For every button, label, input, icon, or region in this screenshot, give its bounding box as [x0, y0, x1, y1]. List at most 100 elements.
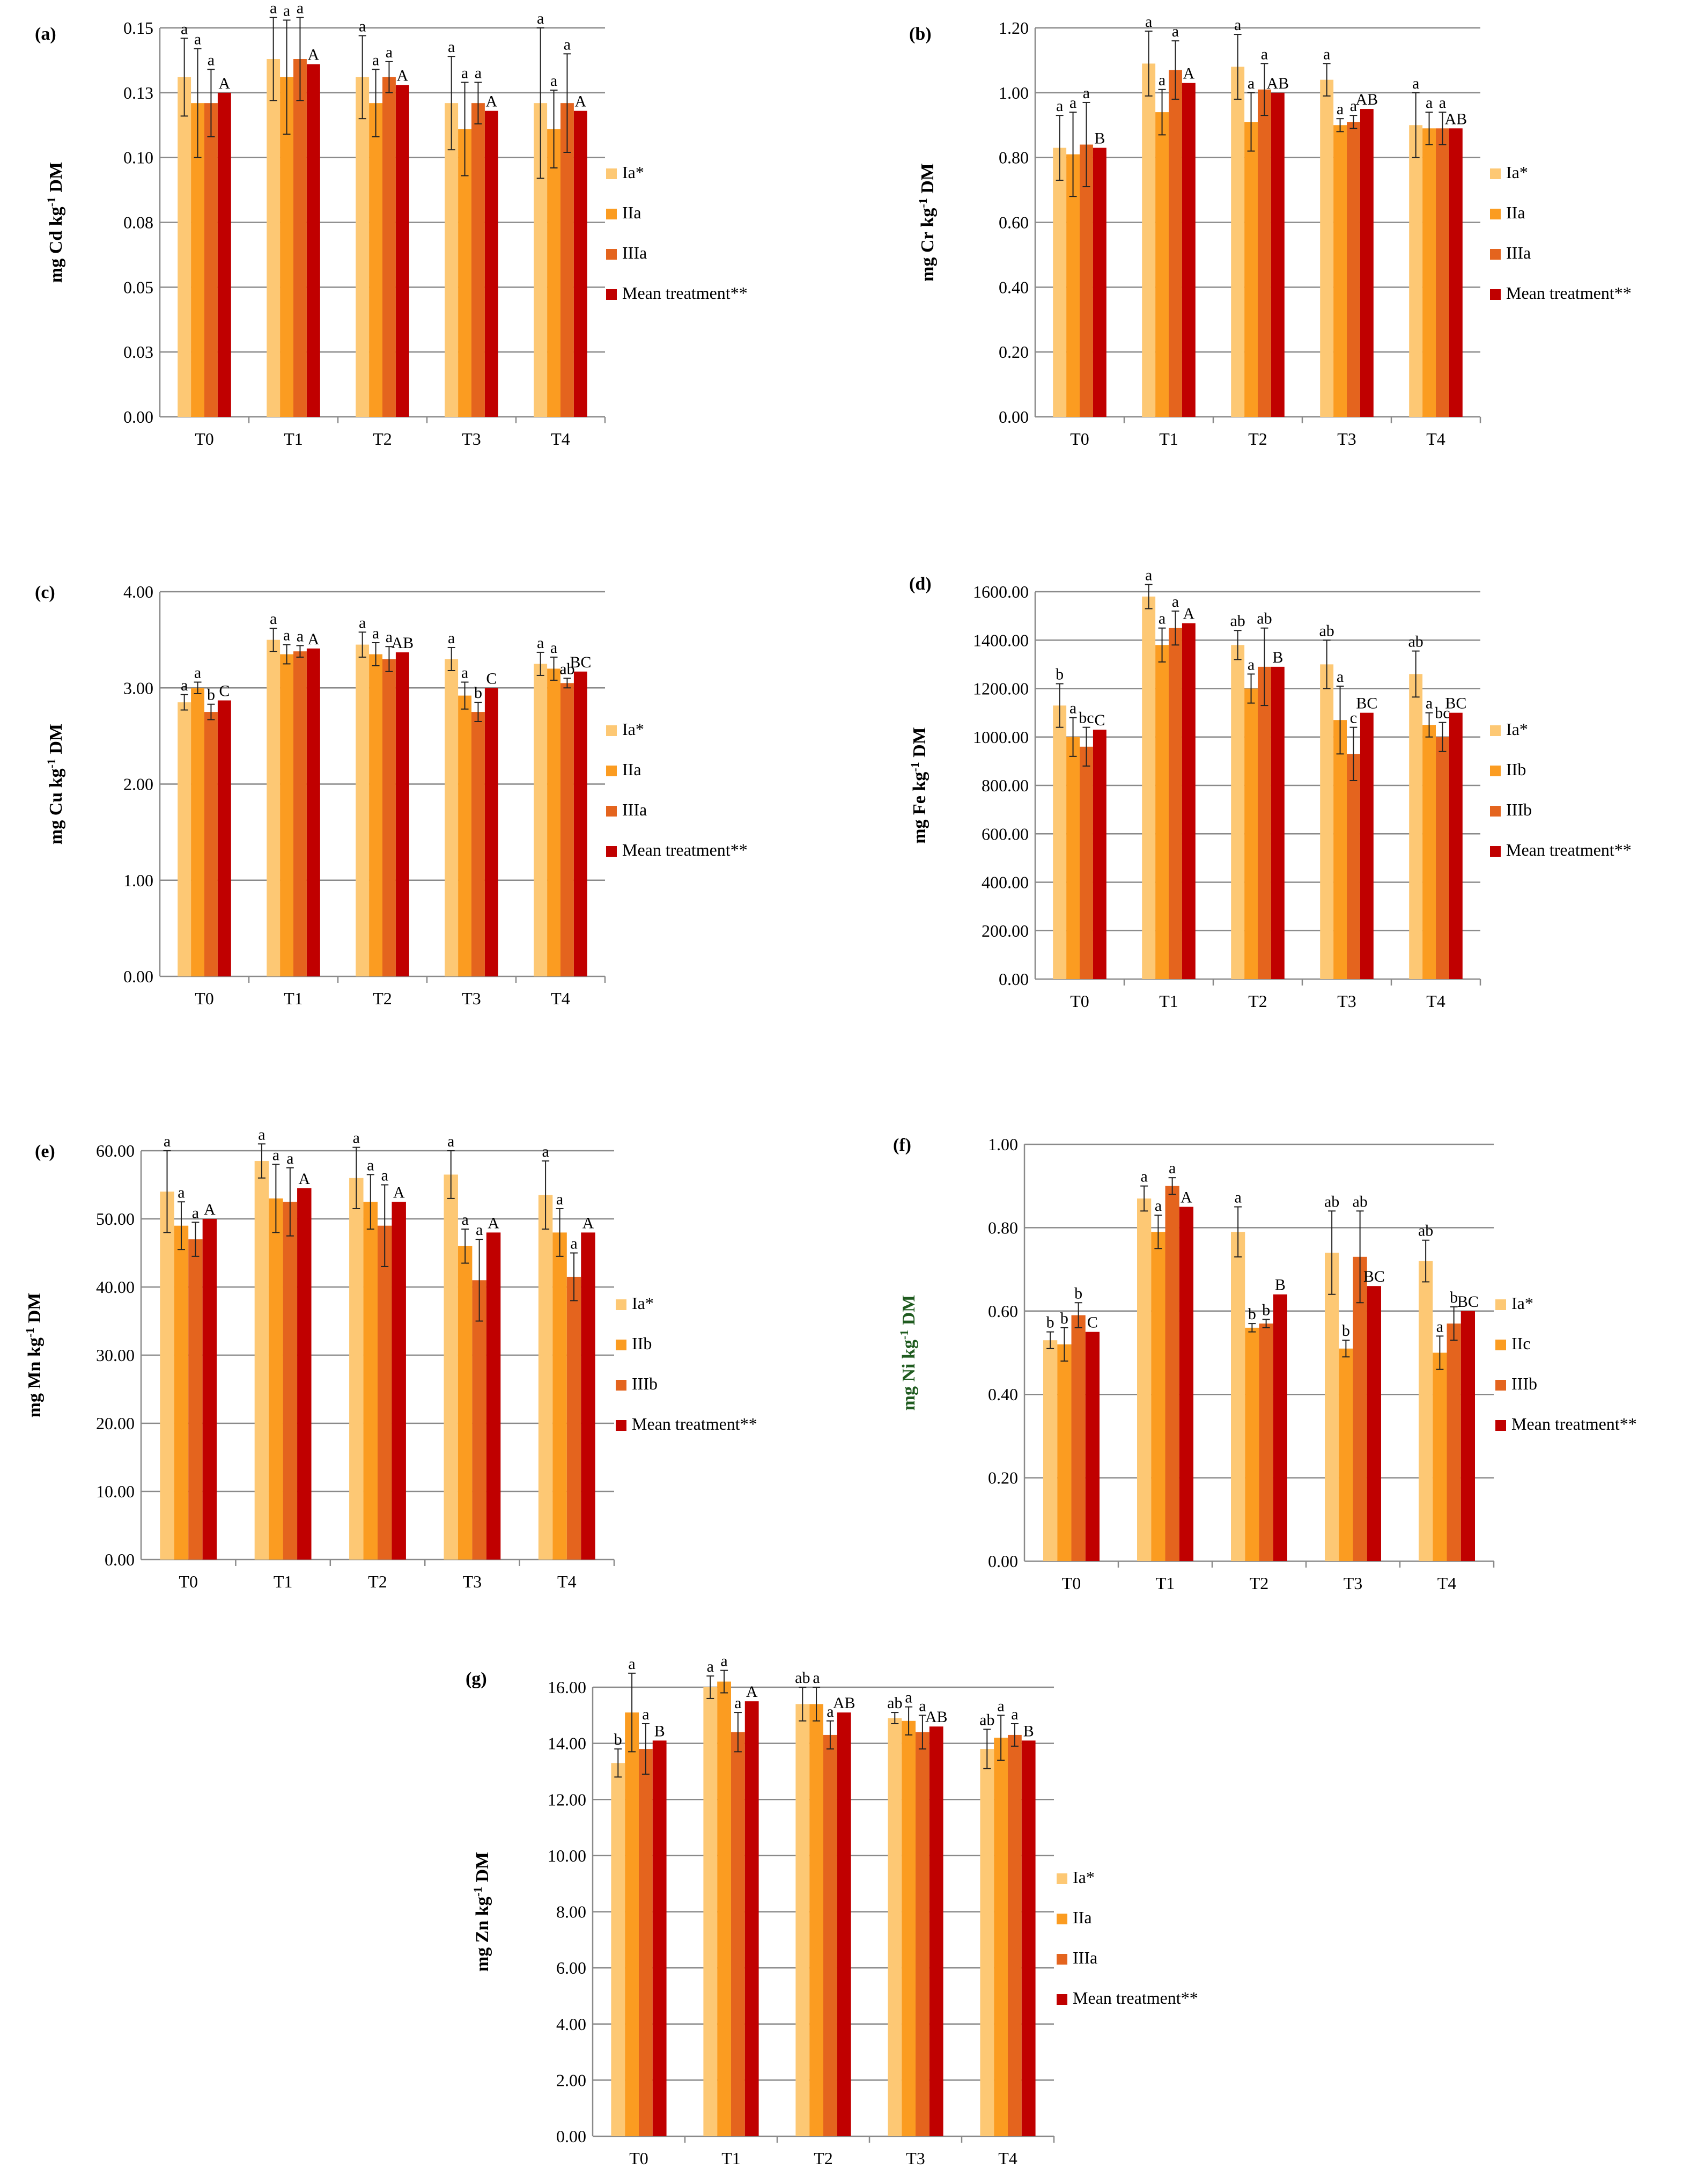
significance-letter: B [1094, 130, 1105, 148]
bar [1422, 128, 1436, 417]
bar [306, 64, 320, 417]
bar [1258, 89, 1271, 417]
legend-label: IIa [1506, 203, 1525, 222]
significance-letter: a [537, 10, 544, 27]
legend-label: IIb [632, 1334, 652, 1353]
legend-swatch [1495, 1420, 1506, 1431]
bar [378, 1225, 392, 1560]
significance-letter: b [1056, 665, 1064, 683]
y-tick-label: 4.00 [556, 2014, 586, 2034]
bar [306, 648, 320, 976]
panel-label: (c) [35, 583, 55, 602]
y-tick-label: 0.15 [123, 18, 153, 38]
x-tick-label: T3 [462, 989, 481, 1008]
bar [573, 111, 587, 417]
significance-letter: A [486, 93, 498, 111]
y-tick-label: 14.00 [548, 1734, 586, 1753]
bar [392, 1202, 406, 1560]
legend-swatch [606, 289, 617, 300]
bar [280, 654, 293, 976]
significance-letter: a [381, 1167, 388, 1185]
significance-letter: a [1234, 16, 1241, 34]
significance-letter: b [1262, 1301, 1270, 1319]
significance-letter: a [270, 610, 277, 628]
significance-letter: a [1145, 13, 1152, 31]
significance-letter: a [905, 1689, 912, 1707]
significance-letter: a [564, 35, 571, 53]
y-tick-label: 1000.00 [973, 727, 1029, 747]
bar [703, 1687, 718, 2136]
significance-letter: a [283, 627, 290, 644]
significance-letter: a [1159, 71, 1165, 89]
y-tick-label: 0.20 [999, 342, 1029, 362]
significance-letter: a [1011, 1705, 1018, 1723]
y-tick-label: 10.00 [96, 1482, 135, 1501]
y-tick-label: 60.00 [96, 1141, 135, 1160]
bar [1436, 737, 1449, 979]
bar [160, 1192, 174, 1560]
significance-letter: a [1083, 84, 1090, 102]
x-tick-label: T1 [274, 1572, 293, 1591]
significance-letter: b [1248, 1305, 1256, 1323]
x-tick-label: T2 [1250, 1573, 1269, 1593]
bar [1182, 83, 1196, 417]
legend-swatch [616, 1420, 626, 1431]
x-tick-label: T1 [1159, 991, 1178, 1011]
significance-letter: a [1323, 45, 1330, 63]
bar [1436, 128, 1449, 417]
legend-label: IIIb [1511, 1374, 1537, 1393]
bar [1271, 92, 1285, 417]
significance-letter: a [372, 624, 379, 642]
x-tick-label: T3 [1344, 1573, 1363, 1593]
bar [980, 1749, 994, 2136]
significance-letter: a [1145, 566, 1152, 584]
significance-letter: a [194, 31, 201, 48]
x-tick-label: T2 [373, 429, 392, 448]
bar [1053, 705, 1067, 979]
bar [444, 1174, 458, 1560]
y-tick-label: 0.40 [999, 277, 1029, 297]
y-tick-label: 0.00 [999, 407, 1029, 426]
y-axis-label-sup: -1 [471, 1887, 484, 1896]
legend-label: IIb [1506, 760, 1526, 779]
significance-letter: a [550, 639, 557, 657]
y-tick-label: 50.00 [96, 1209, 135, 1229]
bar [1231, 1232, 1245, 1561]
y-axis-label-end: DM [899, 1295, 919, 1330]
x-tick-label: T0 [1070, 991, 1089, 1011]
bar [395, 652, 409, 976]
significance-letter: ab [1324, 1193, 1339, 1210]
significance-letter: AB [1445, 110, 1467, 128]
significance-letter: a [475, 64, 482, 82]
legend-swatch [1490, 766, 1501, 776]
legend-label: Ia* [622, 719, 644, 739]
x-tick-label: T2 [373, 989, 392, 1008]
significance-letter: b [1342, 1322, 1350, 1340]
significance-letter: a [1439, 94, 1446, 112]
bar [1271, 666, 1285, 979]
bar [283, 1202, 298, 1560]
bar [484, 688, 498, 976]
y-tick-label: 30.00 [96, 1345, 135, 1365]
significance-letter: AB [833, 1694, 855, 1712]
significance-letter: A [219, 75, 231, 92]
bar [547, 129, 560, 417]
bar [1245, 1327, 1259, 1561]
significance-letter: a [1426, 94, 1433, 112]
significance-letter: a [1436, 1318, 1443, 1335]
significance-letter: a [997, 1697, 1004, 1715]
x-tick-label: T4 [998, 2149, 1017, 2168]
significance-letter: a [628, 1655, 635, 1673]
significance-letter: a [642, 1705, 649, 1723]
legend-swatch [1495, 1380, 1506, 1391]
significance-letter: b [614, 1731, 622, 1748]
bar [174, 1225, 189, 1560]
legend-swatch [1490, 806, 1501, 817]
significance-letter: C [486, 670, 497, 687]
bar [1325, 1253, 1339, 1561]
y-axis-label: mg Ni kg-1 DM [897, 1295, 919, 1411]
bar [217, 92, 231, 417]
bar [560, 103, 574, 417]
bar [534, 664, 548, 976]
bar [204, 103, 218, 417]
